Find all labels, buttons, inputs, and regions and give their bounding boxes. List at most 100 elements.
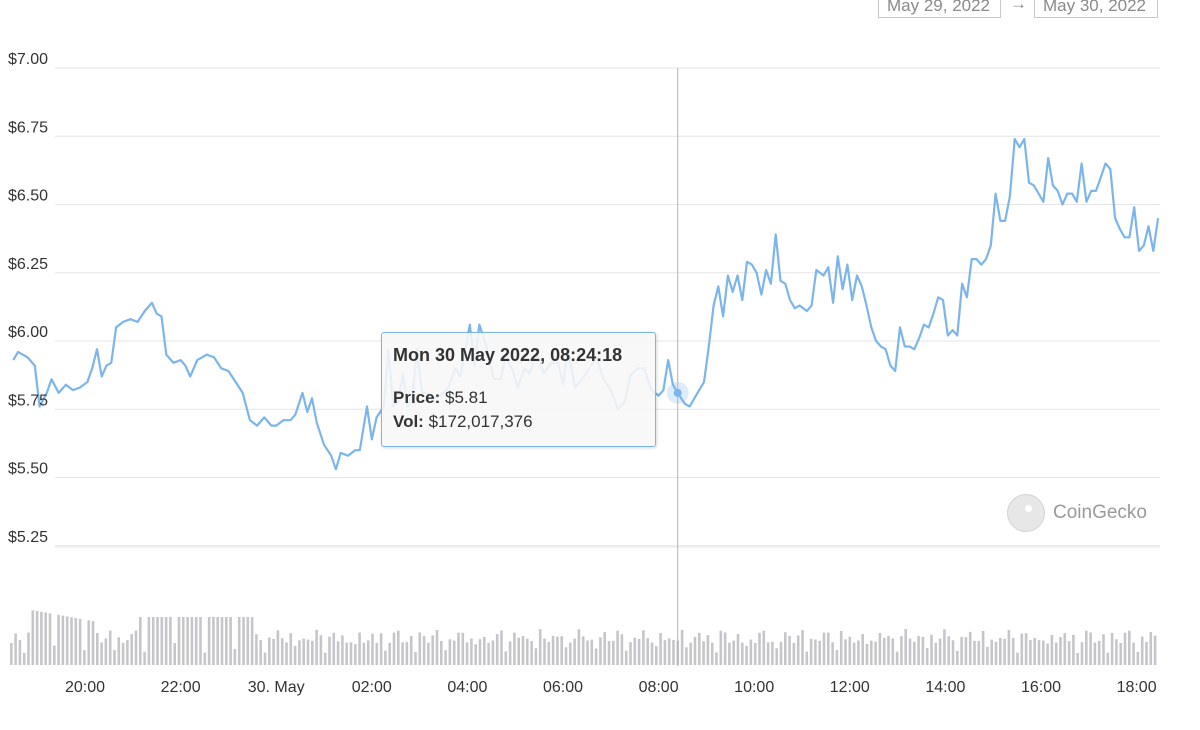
date-range-arrow-icon: → bbox=[1010, 0, 1027, 13]
volume-bar bbox=[61, 615, 65, 665]
volume-bar bbox=[809, 638, 813, 665]
volume-bar bbox=[1085, 630, 1088, 665]
x-tick-label: 14:00 bbox=[925, 679, 965, 696]
volume-bar bbox=[237, 617, 241, 665]
volume-bar bbox=[207, 617, 211, 665]
volume-bar bbox=[538, 629, 542, 665]
volume-bar bbox=[190, 617, 194, 665]
volume-bar bbox=[900, 636, 903, 665]
volume-bar bbox=[852, 642, 856, 665]
volume-bar bbox=[887, 635, 890, 665]
volume-bar bbox=[624, 650, 628, 665]
volume-bar bbox=[947, 636, 950, 665]
volume-bar bbox=[104, 638, 108, 665]
volume-bar bbox=[1011, 637, 1015, 665]
volume-bar bbox=[212, 617, 215, 665]
volume-bar bbox=[117, 637, 121, 665]
volume-bar bbox=[298, 640, 301, 665]
volume-bar bbox=[698, 632, 701, 665]
volume-bar bbox=[440, 640, 443, 665]
volume-bar bbox=[452, 640, 456, 665]
volume-bar bbox=[784, 632, 787, 665]
volume-bar bbox=[973, 640, 976, 665]
watermark-text: CoinGecko bbox=[1053, 502, 1147, 523]
volume-bar bbox=[27, 632, 30, 665]
volume-bar bbox=[689, 642, 692, 665]
volume-bar bbox=[194, 617, 198, 665]
volume-bar bbox=[547, 642, 551, 665]
volume-bar bbox=[938, 638, 942, 665]
volume-bar bbox=[633, 637, 637, 665]
volume-bar bbox=[78, 618, 82, 665]
hover-point bbox=[673, 388, 682, 397]
volume-bar bbox=[147, 617, 151, 665]
volume-bar bbox=[818, 640, 821, 665]
volume-bar bbox=[822, 632, 826, 665]
volume-bar bbox=[1072, 634, 1075, 665]
volume-bar bbox=[508, 641, 512, 665]
volume-bar bbox=[173, 643, 176, 665]
volume-bar bbox=[603, 632, 606, 665]
volume-bar bbox=[328, 636, 331, 665]
volume-bar bbox=[44, 612, 47, 665]
volume-bar bbox=[371, 633, 374, 665]
volume-bar bbox=[667, 638, 671, 665]
volume-bar bbox=[276, 630, 280, 665]
volume-bar bbox=[384, 650, 387, 665]
price-tooltip: Mon 30 May 2022, 08:24:18 Price: $5.81 V… bbox=[381, 332, 656, 447]
volume-bar bbox=[100, 642, 103, 665]
volume-bar bbox=[573, 638, 576, 665]
date-range-from-input[interactable]: May 29, 2022 bbox=[878, 0, 1001, 18]
tooltip-vol-label: Vol: bbox=[393, 412, 424, 431]
volume-bar bbox=[921, 636, 925, 665]
volume-bar bbox=[934, 642, 938, 665]
volume-bar bbox=[435, 630, 439, 665]
volume-bar bbox=[715, 652, 718, 665]
volume-bar bbox=[143, 651, 146, 665]
volume-bar bbox=[702, 641, 705, 665]
x-tick-label: 20:00 bbox=[65, 679, 105, 696]
volume-bar bbox=[904, 629, 907, 665]
volume-bar bbox=[199, 617, 202, 665]
volume-bar bbox=[431, 635, 434, 665]
volume-bar bbox=[908, 638, 912, 665]
x-tick-label: 12:00 bbox=[830, 679, 870, 696]
volume-bar bbox=[736, 634, 740, 665]
y-tick-label: $6.75 bbox=[8, 119, 48, 136]
volume-bar bbox=[388, 642, 391, 665]
x-tick-label: 02:00 bbox=[352, 679, 392, 696]
volume-bar bbox=[637, 638, 641, 665]
volume-bar bbox=[203, 652, 207, 665]
volume-bar bbox=[1106, 652, 1110, 665]
volume-bar bbox=[775, 648, 778, 665]
volume-bar bbox=[659, 633, 662, 665]
volume-bar bbox=[1007, 630, 1011, 665]
volume-bar bbox=[779, 641, 783, 665]
volume-bar bbox=[796, 635, 800, 665]
volume-bar bbox=[233, 648, 237, 665]
y-axis-labels: $7.00 $6.75 $6.50 $6.25 $6.00 $5.75 $5.50 $5.25 bbox=[8, 51, 48, 546]
volume-bar bbox=[1115, 639, 1118, 665]
volume-bar bbox=[564, 647, 568, 665]
volume-bar bbox=[1128, 630, 1131, 665]
volume-bar bbox=[788, 635, 791, 665]
volume-bar bbox=[336, 641, 340, 665]
volume-bar bbox=[530, 640, 533, 665]
date-range-to-input[interactable]: May 30, 2022 bbox=[1034, 0, 1158, 18]
volume-bar bbox=[577, 629, 581, 665]
volume-bar bbox=[521, 636, 525, 665]
coingecko-gecko-icon bbox=[1007, 494, 1045, 532]
tooltip-price-value: $5.81 bbox=[444, 388, 488, 407]
volume-bar bbox=[749, 639, 753, 665]
volume-bar bbox=[225, 617, 228, 665]
hover-marker bbox=[666, 381, 689, 404]
x-tick-label: 18:00 bbox=[1117, 679, 1157, 696]
volume-bar bbox=[461, 632, 465, 665]
volume-bar bbox=[612, 640, 615, 665]
volume-bar bbox=[556, 636, 559, 665]
volume-bar bbox=[517, 637, 520, 665]
volume-bar bbox=[616, 630, 619, 665]
volume-bar bbox=[1050, 634, 1054, 665]
volume-bar bbox=[156, 617, 159, 665]
